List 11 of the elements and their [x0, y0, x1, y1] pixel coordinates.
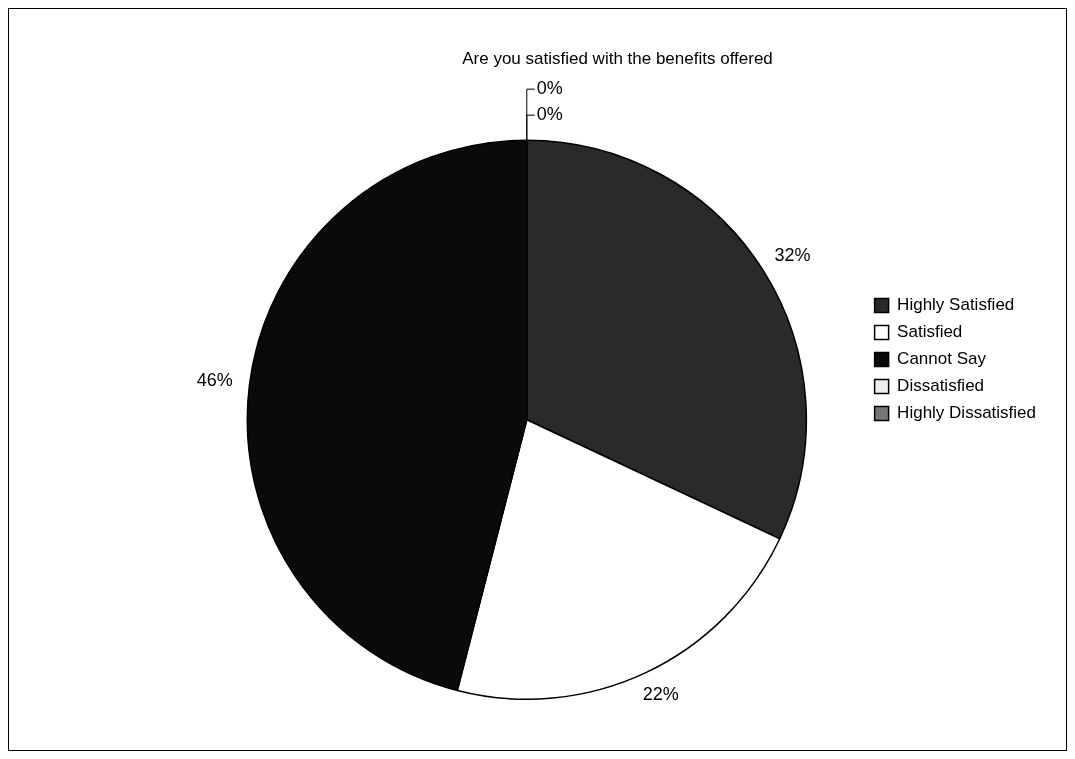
data-label: 46%: [196, 370, 233, 391]
chart-title: Are you satisfied with the benefits offered: [462, 48, 773, 68]
legend-label: Satisfied: [897, 322, 963, 342]
text: 0%: [536, 78, 563, 99]
legend-label: Cannot Say: [897, 349, 987, 369]
text: 0%: [536, 104, 563, 125]
legend-label: Highly Dissatisfied: [897, 403, 1037, 423]
legend-label: Dissatisfied: [897, 376, 985, 396]
legend-label: Highly Satisfied: [897, 295, 1015, 315]
data-label: 32%: [774, 245, 811, 266]
data-label: 22%: [642, 684, 679, 705]
